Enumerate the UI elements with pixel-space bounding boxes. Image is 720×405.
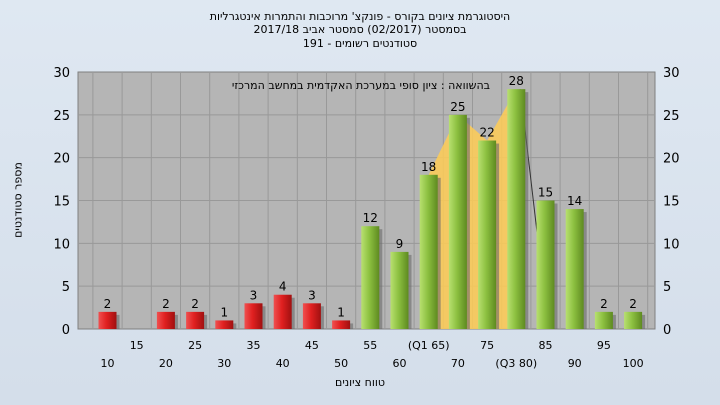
histogram-bar [565, 209, 584, 329]
histogram-bar [507, 89, 526, 329]
bar-value-label: 22 [479, 126, 494, 140]
y-tick-label-right: 15 [663, 195, 680, 210]
bar-value-label: 18 [421, 160, 436, 174]
y-tick-label-left: 30 [53, 66, 70, 81]
bar-value-label: 1 [337, 305, 345, 319]
y-tick-label-left: 10 [53, 237, 70, 252]
y-tick-label-right: 20 [663, 152, 680, 167]
bar-value-label: 12 [363, 211, 378, 225]
bar-value-label: 14 [567, 194, 582, 208]
bar-value-label: 28 [509, 74, 524, 88]
y-tick-label-left: 25 [53, 109, 70, 124]
y-tick-label-left: 20 [53, 152, 70, 167]
x-tick-label: (Q1 65) [408, 339, 450, 352]
bar-value-label: 9 [396, 237, 404, 251]
x-tick-label: (Q3 80) [495, 357, 537, 370]
histogram-bar [361, 226, 380, 329]
y-tick-label-right: 25 [663, 109, 680, 124]
bar-value-label: 2 [191, 297, 199, 311]
y-tick-label-right: 0 [663, 323, 671, 338]
x-tick-label: 25 [188, 339, 202, 352]
y-axis-label: מספר סטודנטים [11, 162, 25, 238]
bar-value-label: 4 [279, 280, 287, 294]
x-tick-label: 15 [130, 339, 144, 352]
chart-title: היסטוגרמת ציונים בקורס - פונקצ' מרוכבות … [209, 10, 511, 23]
x-tick-label: 100 [623, 357, 644, 370]
x-tick-label: 20 [159, 357, 173, 370]
x-tick-label: 10 [101, 357, 115, 370]
bar-value-label: 2 [600, 297, 608, 311]
x-tick-label: 85 [539, 339, 553, 352]
bar-value-label: 3 [250, 288, 258, 302]
x-tick-label: 55 [363, 339, 377, 352]
x-tick-label: 60 [393, 357, 407, 370]
chart-subtitle-semester: בסמסטר (02/2017) סמסטר אביב 2017/18 [253, 23, 467, 36]
x-tick-label: 90 [568, 357, 582, 370]
histogram-bar [419, 174, 438, 329]
x-tick-label: 35 [247, 339, 261, 352]
bar-value-label: 3 [308, 288, 316, 302]
histogram-bar [448, 114, 467, 329]
bar-value-label: 1 [220, 305, 228, 319]
histogram-bar [273, 294, 292, 329]
x-tick-label: 50 [334, 357, 348, 370]
x-tick-label: 95 [597, 339, 611, 352]
bar-value-label: 2 [104, 297, 112, 311]
histogram-bar [536, 200, 555, 329]
y-tick-label-right: 10 [663, 237, 680, 252]
x-tick-label: 45 [305, 339, 319, 352]
histogram-bar [156, 311, 175, 329]
x-tick-label: 70 [451, 357, 465, 370]
histogram-bar [478, 140, 497, 329]
histogram-bar [390, 251, 409, 329]
bar-value-label: 25 [450, 100, 465, 114]
y-tick-label-right: 30 [663, 66, 680, 81]
x-axis-label: טווח ציונים [335, 376, 385, 389]
x-tick-label: 30 [217, 357, 231, 370]
histogram-bar [332, 320, 351, 329]
histogram-bar [624, 311, 643, 329]
y-tick-label-left: 5 [62, 280, 70, 295]
histogram-bar [215, 320, 234, 329]
histogram-bar [98, 311, 117, 329]
x-tick-label: 75 [480, 339, 494, 352]
bar-value-label: 2 [162, 297, 170, 311]
y-tick-label-left: 15 [53, 195, 70, 210]
histogram-bar [594, 311, 613, 329]
y-tick-label-left: 0 [62, 323, 70, 338]
histogram-bar [244, 303, 263, 329]
histogram-bar [302, 303, 321, 329]
histogram-bar [186, 311, 205, 329]
x-tick-label: 40 [276, 357, 290, 370]
y-tick-label-right: 5 [663, 280, 671, 295]
comparison-annotation: בהשוואה : ציון סופי במערכת האקדמית במחשב… [232, 79, 490, 92]
bar-value-label: 15 [538, 186, 553, 200]
bar-value-label: 2 [629, 297, 637, 311]
chart-subtitle-students: סטודנטים רשומים - 191 [302, 37, 418, 50]
